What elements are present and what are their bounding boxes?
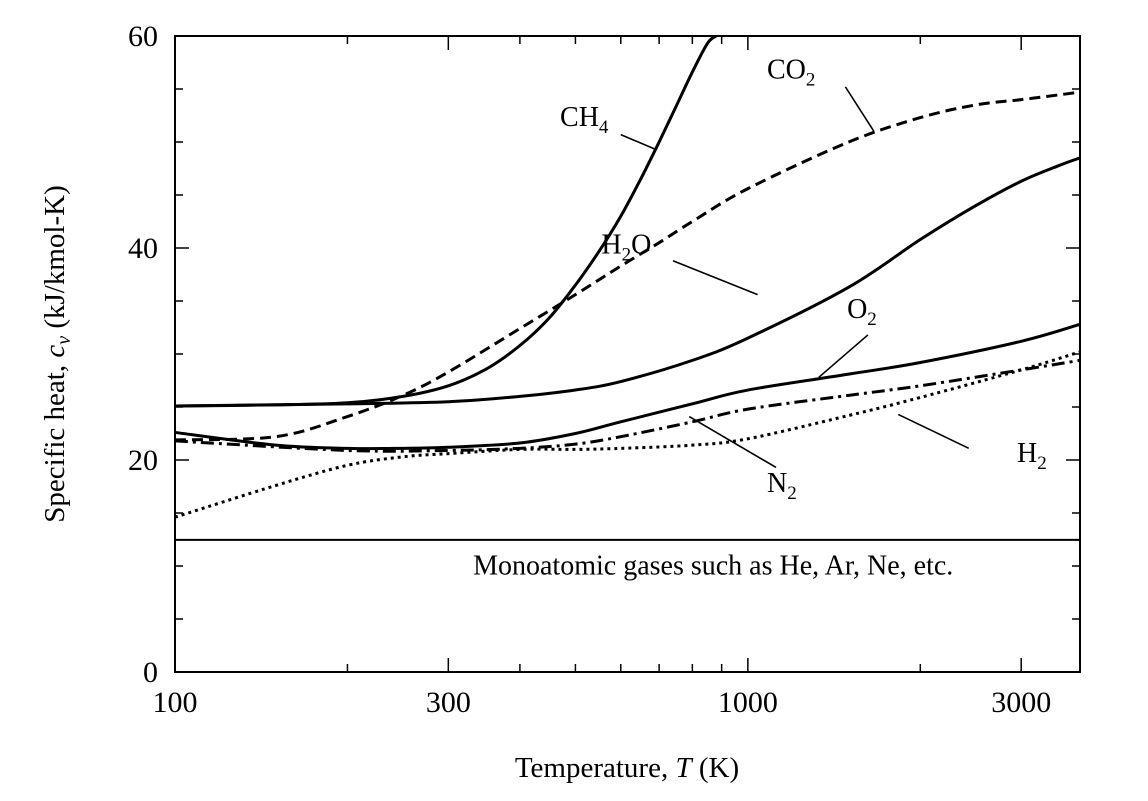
- curve-label-ch4: CH4: [560, 102, 609, 138]
- leader-line-h2o: [672, 259, 758, 296]
- y-tick-label: 60: [128, 20, 158, 53]
- curve-label-o2: O2: [847, 294, 877, 330]
- x-tick-label: 1000: [718, 686, 778, 719]
- leader-line-n2: [688, 415, 777, 469]
- series-line-o2: [174, 322, 1081, 451]
- monoatomic-gases-label: Monoatomic gases such as He, Ar, Ne, etc…: [473, 550, 953, 581]
- tick-marks: [174, 35, 1080, 673]
- curve-label-h2o: H2O: [601, 229, 651, 265]
- curve-label-co2: CO2: [767, 54, 815, 90]
- curve-labels: CH4 CO2 H2O O2 H2 N2 Monoatomic gases such as …: [473, 54, 1047, 581]
- x-axis-title: Temperature, T (K): [515, 752, 739, 784]
- series-line-ch4: [174, 34, 718, 408]
- x-tick-label: 300: [426, 686, 471, 719]
- x-tick-label: 100: [153, 686, 198, 719]
- tick-labels: 100 300 1000 3000 0 20 40 60: [128, 20, 1051, 719]
- series-line-co2: [174, 90, 1081, 442]
- x-tick-label: 3000: [991, 686, 1051, 719]
- series-line-n2: [174, 358, 1081, 453]
- leader-line-h2: [897, 413, 970, 450]
- y-tick-label: 0: [143, 656, 158, 689]
- leader-line-co2: [844, 86, 875, 132]
- curve-label-n2: N2: [767, 468, 797, 504]
- curve-label-h2: H2: [1017, 438, 1047, 474]
- leader-line-o2: [818, 334, 869, 378]
- leader-line-ch4: [620, 133, 656, 151]
- y-tick-label: 40: [128, 232, 158, 265]
- y-axis-title: Specific heat, cv (kJ/kmol-K): [39, 185, 75, 522]
- series-group: [174, 34, 1081, 541]
- y-tick-label: 20: [128, 444, 158, 477]
- series-line-h2o: [174, 156, 1081, 408]
